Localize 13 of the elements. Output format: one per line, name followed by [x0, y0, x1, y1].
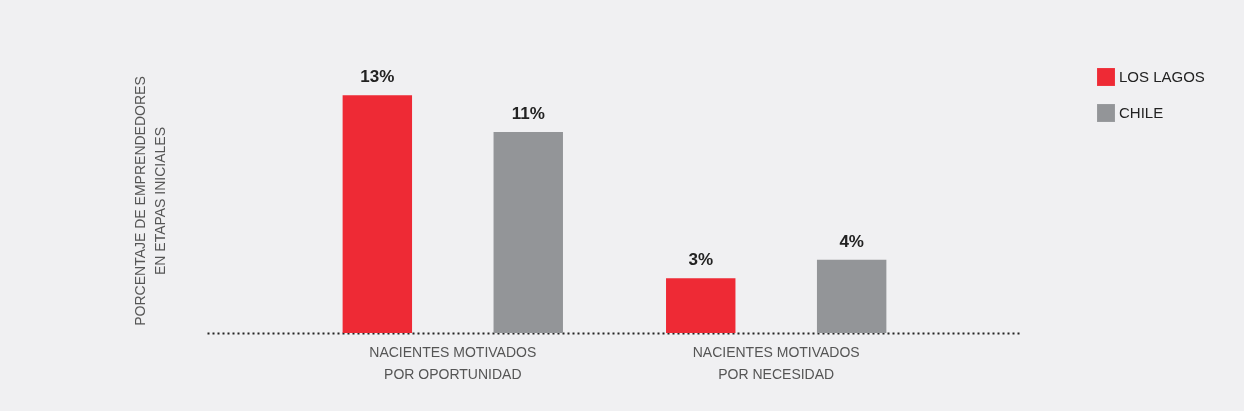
bar [493, 131, 563, 333]
bar [666, 278, 736, 333]
data-label: 4% [839, 231, 864, 251]
data-label: 11% [511, 103, 545, 123]
x-tick-label: NACIENTES MOTIVADOS POR OPORTUNIDAD [369, 343, 537, 382]
legend-label: LOS LAGOS [1119, 68, 1205, 85]
bar [816, 259, 887, 333]
legend-label: CHILE [1119, 104, 1164, 121]
data-label: 13% [360, 67, 395, 87]
bar [342, 95, 413, 333]
data-label: 3% [688, 250, 714, 270]
y-axis-title: PORCENTAJE DE EMPRENDEDORES EN ETAPAS INICIALES [131, 76, 168, 326]
x-tick-label: NACIENTES MOTIVADOS POR NECESIDAD [692, 343, 860, 382]
